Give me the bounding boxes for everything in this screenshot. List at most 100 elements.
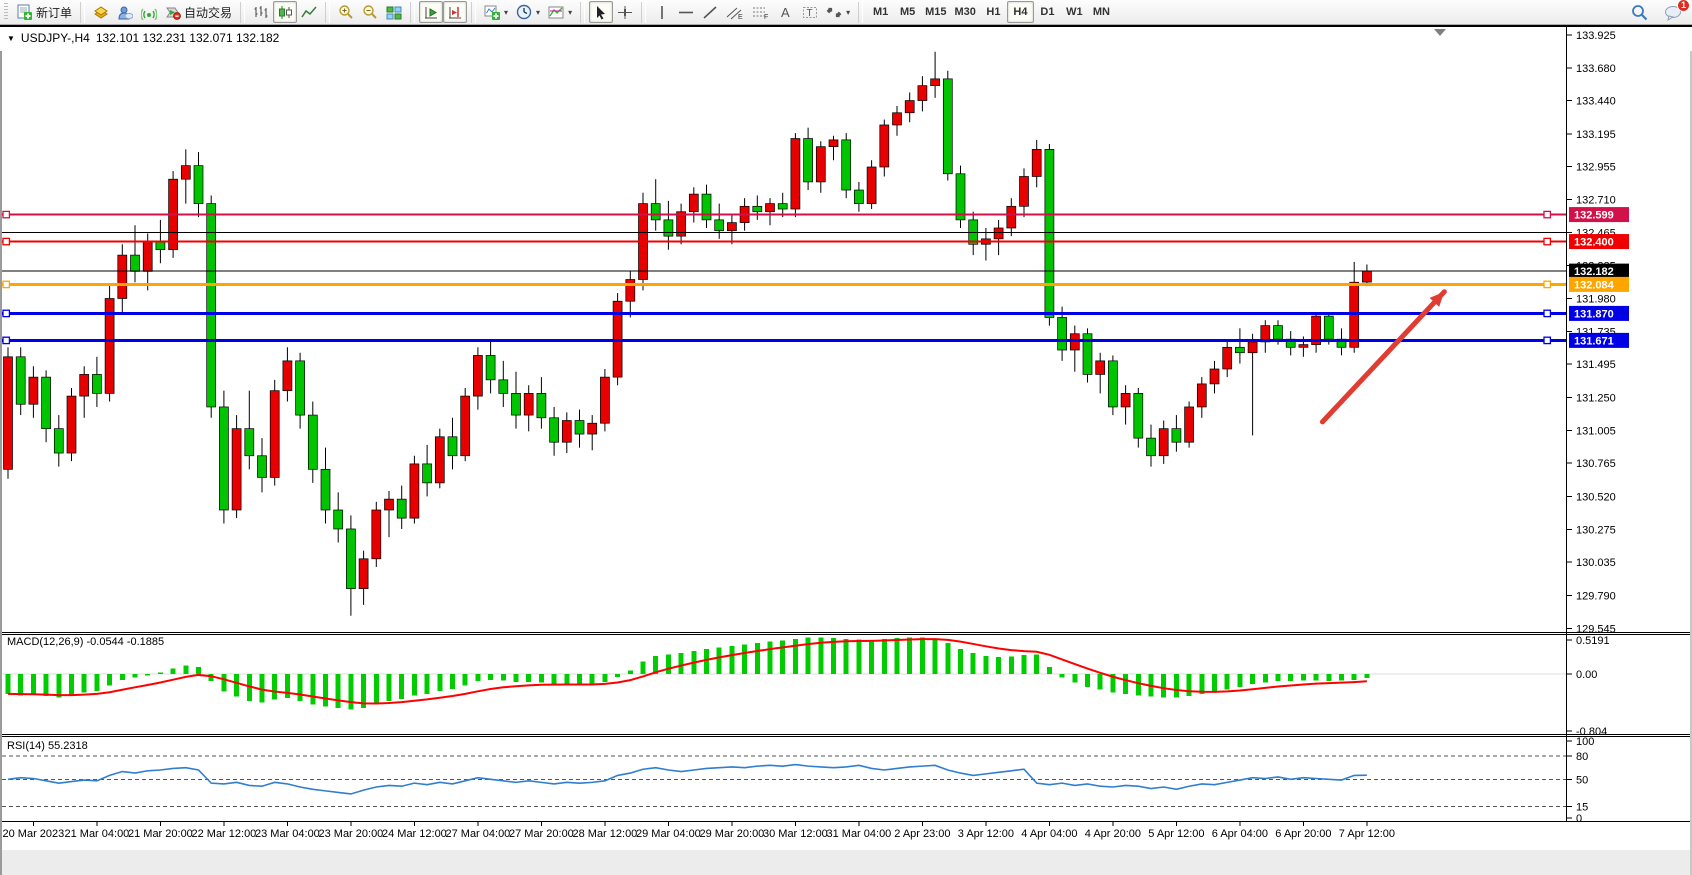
chart-menu-toggle-icon[interactable]: ▼ (7, 33, 15, 43)
horizontal-line-button[interactable] (674, 1, 698, 23)
arrows-shapes-icon (826, 5, 842, 20)
svg-text:133.925: 133.925 (1576, 30, 1616, 42)
toolbar-group (332, 0, 408, 25)
svg-text:-0.804: -0.804 (1576, 726, 1607, 738)
chart-window[interactable]: 133.925 133.680 133.440 133.195 132.955 132.7… (0, 25, 1692, 875)
line-chart-button[interactable] (297, 1, 321, 23)
toolbar-group (587, 0, 639, 25)
timeframe-h4-button[interactable]: H4 (1006, 1, 1034, 23)
clock-icon (516, 4, 532, 20)
chevron-down-icon[interactable]: ▾ (504, 7, 509, 17)
equidistant-channel-button[interactable]: E (722, 1, 748, 23)
svg-text:22 Mar 12:00: 22 Mar 12:00 (191, 828, 256, 840)
svg-text:132.710: 132.710 (1576, 195, 1616, 207)
user-cloud-icon (117, 5, 134, 20)
candlestick-chart-button[interactable] (273, 1, 298, 23)
tile-windows-button[interactable] (382, 1, 406, 23)
svg-text:29 Mar 20:00: 29 Mar 20:00 (699, 828, 764, 840)
toolbar-group (417, 0, 469, 25)
notifications-button[interactable]: 1 (1660, 0, 1690, 24)
new-order-button[interactable]: 新订单 (12, 1, 76, 23)
svg-text:0.00: 0.00 (1576, 669, 1597, 681)
rsi-current-value: 55.2318 (47, 740, 88, 752)
svg-text:132.182: 132.182 (1574, 266, 1614, 278)
timeframe-d1-button[interactable]: D1 (1040, 6, 1055, 18)
svg-text:129.790: 129.790 (1576, 590, 1616, 602)
timeframe-m5-button[interactable]: M5 (899, 6, 916, 18)
fibonacci-button[interactable]: F (748, 1, 774, 23)
svg-text:15: 15 (1576, 801, 1588, 813)
zoom-in-button[interactable] (334, 1, 358, 23)
timeframe-h1-button[interactable]: H1 (986, 6, 1001, 18)
price-chart-canvas[interactable]: 133.925 133.680 133.440 133.195 132.955 132.7… (0, 26, 1692, 850)
svg-text:T: T (807, 8, 813, 19)
rsi-indicator-label: RSI(14) 55.2318 (7, 740, 88, 752)
timeframe-m30-button[interactable]: M30 (954, 6, 976, 18)
autotrading-button-label: 自动交易 (184, 5, 233, 20)
search-button[interactable] (1627, 2, 1652, 24)
crosshair-icon (617, 5, 633, 20)
fibonacci-icon: F (752, 5, 770, 20)
zoom-out-button[interactable] (358, 1, 382, 23)
svg-text:131.250: 131.250 (1576, 392, 1616, 404)
timeframe-w1-button[interactable]: W1 (1066, 6, 1083, 18)
text-a-icon: A (779, 5, 793, 20)
auto-scroll-icon (423, 5, 439, 20)
notification-count-badge: 1 (1677, 0, 1690, 12)
community-button[interactable] (113, 1, 137, 23)
chevron-down-icon[interactable]: ▾ (846, 7, 851, 17)
rsi-name: RSI(14) (7, 740, 45, 752)
svg-text:27 Mar 04:00: 27 Mar 04:00 (445, 828, 510, 840)
vertical-line-button[interactable] (650, 1, 674, 23)
shapes-button[interactable]: ▾ (822, 1, 854, 23)
bar-chart-button[interactable] (249, 1, 273, 23)
indicators-button[interactable]: ▾ (480, 1, 512, 23)
timeframe-m1-button[interactable]: M1 (872, 6, 889, 18)
svg-text:129.545: 129.545 (1576, 624, 1616, 636)
chart-shift-icon (447, 5, 463, 20)
toolbar-separator (80, 1, 86, 23)
timeframe-m15-button[interactable]: M15 (925, 6, 947, 18)
chevron-down-icon[interactable]: ▾ (568, 7, 573, 17)
svg-text:E: E (738, 14, 743, 20)
channel-icon: E (726, 5, 744, 20)
toolbar-separator (858, 1, 864, 23)
auto-scroll-button[interactable] (419, 1, 444, 23)
line-chart-icon (301, 5, 317, 20)
chart-symbol-period: USDJPY-,H4 (20, 31, 90, 45)
toolbar-group: 自动交易 (87, 0, 238, 25)
periods-button[interactable]: ▾ (512, 1, 544, 23)
text-label-button[interactable]: T (798, 1, 822, 23)
signals-button[interactable] (137, 1, 161, 23)
toolbar-group (247, 0, 323, 25)
text-button[interactable]: A (774, 1, 798, 23)
svg-text:4 Apr 04:00: 4 Apr 04:00 (1021, 828, 1077, 840)
templates-button[interactable]: ▾ (544, 1, 576, 23)
toolbar-separator (580, 1, 586, 23)
timeframe-mn-button[interactable]: MN (1092, 6, 1110, 18)
svg-text:100: 100 (1576, 736, 1594, 748)
signal-icon (141, 5, 158, 20)
autotrading-button[interactable]: 自动交易 (161, 1, 236, 23)
chart-shift-button[interactable] (443, 1, 468, 23)
macd-indicator-label: MACD(12,26,9) -0.0544 -0.1885 (7, 636, 164, 648)
svg-text:130.765: 130.765 (1576, 458, 1616, 470)
chart-ohlc-readout: 132.101 132.231 132.071 132.182 (95, 31, 280, 45)
svg-text:23 Mar 04:00: 23 Mar 04:00 (255, 828, 320, 840)
svg-text:4 Apr 20:00: 4 Apr 20:00 (1085, 828, 1141, 840)
svg-text:21 Mar 04:00: 21 Mar 04:00 (64, 828, 129, 840)
svg-text:F: F (764, 14, 768, 20)
crosshair-button[interactable] (613, 1, 637, 23)
svg-text:28 Mar 12:00: 28 Mar 12:00 (572, 828, 637, 840)
cursor-button[interactable] (589, 1, 614, 23)
trendline-button[interactable] (698, 1, 722, 23)
chevron-down-icon[interactable]: ▾ (536, 7, 541, 17)
market-watch-button[interactable] (89, 1, 113, 23)
trendline-icon (702, 5, 718, 20)
autotrading-icon (165, 5, 181, 20)
svg-text:27 Mar 20:00: 27 Mar 20:00 (509, 828, 574, 840)
svg-text:0.5191: 0.5191 (1576, 635, 1610, 647)
tile-windows-icon (386, 5, 402, 20)
svg-text:133.680: 133.680 (1576, 63, 1616, 75)
zoom-out-icon (362, 4, 378, 20)
